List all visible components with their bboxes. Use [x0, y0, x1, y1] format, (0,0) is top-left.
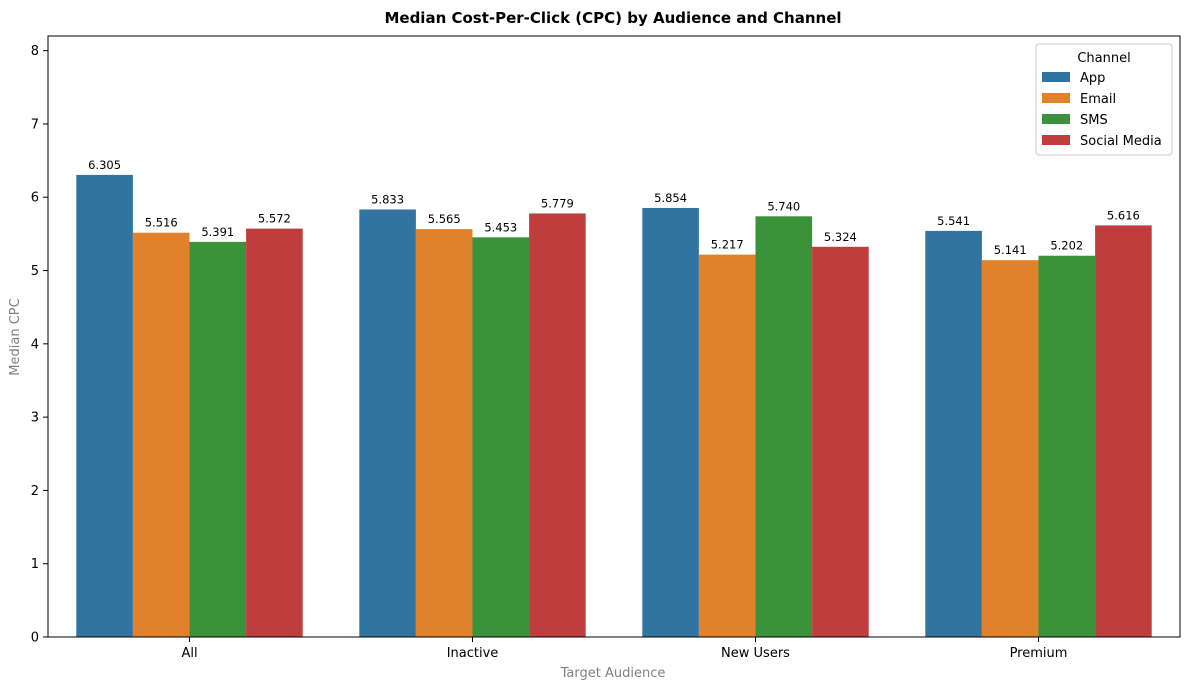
bar-app	[76, 174, 133, 637]
bar-sms	[755, 216, 813, 638]
bar-social-media	[1095, 225, 1152, 637]
bar-value-label: 5.854	[654, 191, 687, 205]
bar-sms	[1038, 255, 1096, 638]
legend-entry: Social Media	[1080, 134, 1162, 149]
bar-value-label: 6.305	[88, 158, 121, 172]
legend-box	[1035, 43, 1173, 156]
bar-email	[698, 254, 756, 637]
legend-swatch	[1042, 93, 1070, 103]
chart-title: Median Cost-Per-Click (CPC) by Audience …	[384, 9, 841, 27]
bar-value-label: 5.572	[258, 212, 291, 226]
bar-value-label: 5.217	[711, 238, 744, 252]
bar-app	[925, 230, 982, 637]
x-tick-label: Premium	[1010, 646, 1068, 661]
x-axis-label: Target Audience	[560, 666, 666, 681]
legend-entry: SMS	[1080, 113, 1108, 128]
bar-value-label: 5.453	[484, 220, 517, 234]
y-tick-label: 7	[31, 117, 39, 132]
bar-email	[981, 260, 1039, 637]
bar-app	[642, 207, 699, 637]
bar-social-media	[812, 246, 869, 638]
bar-social-media	[246, 228, 303, 638]
y-tick-label: 5	[31, 264, 39, 279]
y-tick-label: 0	[31, 631, 39, 646]
x-tick-label: Inactive	[447, 646, 499, 661]
legend-entry: App	[1080, 71, 1105, 86]
legend-swatch	[1042, 135, 1070, 145]
bar-value-label: 5.141	[994, 243, 1027, 257]
legend-entry: Email	[1080, 92, 1116, 107]
bar-sms	[472, 237, 530, 637]
y-tick-label: 6	[31, 191, 39, 206]
bar-value-label: 5.324	[824, 230, 857, 244]
bar-value-label: 5.740	[767, 199, 800, 213]
y-tick-label: 3	[31, 411, 39, 426]
legend-title: Channel	[1077, 51, 1130, 66]
y-tick-label: 4	[31, 337, 39, 352]
bar-email	[132, 232, 190, 637]
y-axis-label: Median CPC	[8, 298, 23, 375]
x-tick-label: All	[181, 646, 197, 661]
bar-value-label: 5.779	[541, 196, 574, 210]
y-tick-label: 8	[31, 44, 39, 59]
legend-swatch	[1042, 114, 1070, 124]
bar-social-media	[529, 213, 586, 637]
bar-value-label: 5.516	[145, 216, 178, 230]
bar-value-label: 5.202	[1050, 239, 1083, 253]
y-tick-label: 1	[31, 557, 39, 572]
y-tick-label: 2	[31, 484, 39, 499]
bar-value-label: 5.391	[201, 225, 234, 239]
legend-swatch	[1042, 72, 1070, 82]
bar-app	[359, 209, 416, 638]
x-tick-label: New Users	[721, 646, 790, 661]
plot-area: 0 1 2 3 4 5 6 7 8 6.305 5.516 5.391 5.572 All 5.833 5.5…	[31, 35, 1181, 661]
plot-frame	[47, 35, 1181, 638]
bar-sms	[189, 241, 247, 637]
bar-value-label: 5.616	[1107, 208, 1140, 222]
bar-value-label: 5.833	[371, 192, 404, 206]
legend: Channel App Email SMS Social Media	[1035, 43, 1173, 156]
bar-email	[415, 229, 473, 637]
bar-value-label: 5.565	[428, 212, 461, 226]
bar-value-label: 5.541	[937, 214, 970, 228]
